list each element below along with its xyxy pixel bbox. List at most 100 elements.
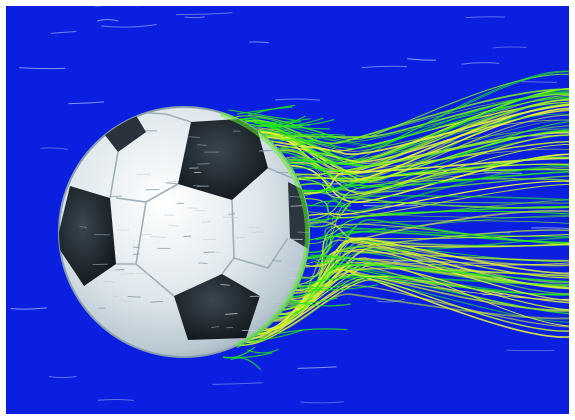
surface-flow-vector <box>222 216 238 219</box>
surface-flow-vector <box>192 184 209 187</box>
freestream-line <box>176 12 233 16</box>
wake-streamline <box>297 218 569 288</box>
surface-flow-vector <box>127 295 141 298</box>
surface-flow-vector <box>220 284 230 286</box>
surface-flow-vector <box>118 229 130 231</box>
surface-flow-vector <box>203 251 215 253</box>
wake-streamline <box>270 113 569 161</box>
freestream-line <box>50 30 77 34</box>
wake-edge-line <box>230 357 262 371</box>
surface-flow-vector <box>228 213 236 215</box>
wake-edge-line <box>290 297 338 305</box>
wake-streamline <box>308 180 569 216</box>
surface-flow-vector <box>272 260 282 262</box>
surface-flow-vector <box>150 236 166 238</box>
ball-surface-flow-vectors <box>79 130 309 344</box>
surface-flow-vector <box>136 173 151 176</box>
wake-streamlines <box>222 70 569 371</box>
surface-flow-vector <box>165 182 178 185</box>
freestream-line <box>184 16 206 19</box>
surface-flow-vector <box>248 226 260 228</box>
wake-streamline <box>295 140 569 176</box>
wake-streamline <box>283 245 569 311</box>
wake-streamline <box>239 278 569 346</box>
wake-edge-line <box>254 122 330 130</box>
wake-edge-line <box>291 167 355 176</box>
wake-streamline <box>309 197 569 228</box>
wake-edge-line <box>272 115 306 131</box>
ball-patch-left <box>59 186 116 286</box>
wake-streamline <box>308 226 569 253</box>
wake-streamline <box>295 238 569 292</box>
wake-edge-line <box>236 106 293 115</box>
surface-flow-vector <box>132 253 140 255</box>
wake-edge-line <box>303 277 365 289</box>
ball-seams <box>109 111 293 297</box>
surface-flow-vector <box>198 262 208 264</box>
wake-edge-line <box>298 176 336 191</box>
freestream-line <box>10 307 47 310</box>
freestream-line <box>212 382 263 385</box>
wake-streamline <box>280 121 569 189</box>
freestream-line <box>407 58 437 61</box>
soccer-ball <box>58 106 311 358</box>
wake-streamline <box>250 102 569 148</box>
wake-edge-line <box>304 276 379 285</box>
wake-streamline <box>263 274 569 331</box>
surface-flow-vector <box>132 246 140 249</box>
wake-streamline <box>279 246 569 316</box>
wake-streamline <box>278 130 569 172</box>
freestream-line <box>249 41 270 44</box>
surface-flow-vector <box>211 326 220 329</box>
surface-flow-vector <box>195 341 209 344</box>
freestream-line <box>40 147 68 150</box>
wake-streamline <box>250 261 569 340</box>
wake-edge-line <box>276 328 348 335</box>
freestream-line <box>48 375 77 379</box>
wake-streamline <box>293 267 569 295</box>
freestream-line <box>492 46 527 49</box>
wake-streamline <box>259 107 569 182</box>
freestream-line <box>97 398 134 401</box>
wake-edge-line <box>294 151 346 160</box>
wake-edge-line <box>308 181 369 192</box>
wake-streamline <box>285 131 569 183</box>
surface-flow-vector <box>110 195 122 198</box>
freestream-line <box>300 401 344 404</box>
surface-flow-vector <box>197 144 207 146</box>
surface-flow-vector <box>234 236 247 239</box>
wake-edge-line <box>228 109 298 122</box>
freestream-line <box>68 101 105 105</box>
freestream-line <box>96 19 119 22</box>
wake-edge-line <box>305 256 363 270</box>
wake-streamline <box>244 88 569 145</box>
surface-flow-vector <box>150 300 164 303</box>
freestream-line <box>361 65 407 69</box>
surface-flow-vector <box>289 195 302 198</box>
wake-streamline <box>296 156 569 200</box>
surface-flow-vector <box>167 180 179 183</box>
wake-edge-line <box>282 133 346 137</box>
freestream-line <box>531 227 569 230</box>
surface-flow-vector <box>119 273 135 275</box>
surface-flow-vector <box>270 300 281 303</box>
freestream-line <box>461 62 500 65</box>
wake-edge-line <box>271 139 341 149</box>
surface-flow-vector <box>225 313 238 315</box>
surface-flow-vector <box>102 280 116 283</box>
soccer-ball-airflow-image <box>6 6 569 414</box>
wake-edge-line <box>299 284 378 291</box>
wake-streamline <box>309 194 569 226</box>
wake-streamline <box>261 248 569 332</box>
wake-edge-line <box>223 346 256 359</box>
wake-streamline <box>309 210 569 241</box>
wake-streamline <box>303 175 569 194</box>
surface-flow-vector <box>288 251 300 253</box>
ball-patch-top <box>178 118 268 200</box>
wake-streamline <box>262 95 569 164</box>
wake-streamline <box>252 284 569 339</box>
wake-edge-line <box>315 228 386 241</box>
wake-edge-line <box>258 120 302 127</box>
wake-edge-line <box>247 104 296 116</box>
